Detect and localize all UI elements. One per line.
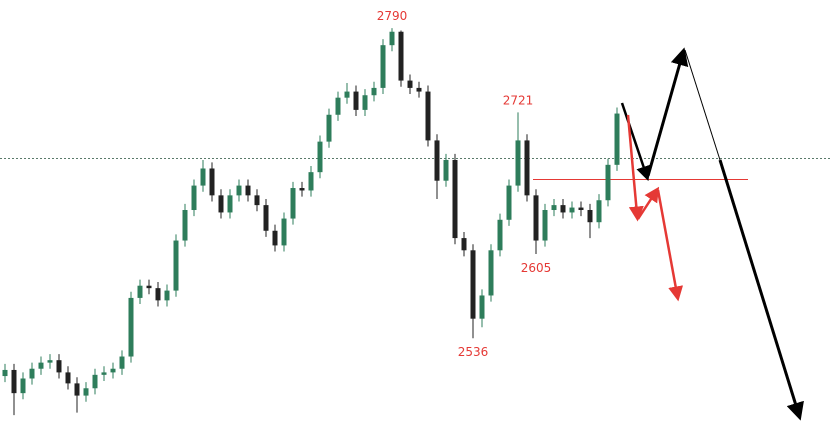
candle-body [353,91,359,110]
candle-body [254,195,260,206]
price-label: 2721 [503,93,534,107]
candle-body [389,31,395,46]
candle-body [92,374,98,389]
candle-body [335,97,341,115]
candle-body [317,141,323,173]
candle-body [344,91,350,98]
candle-body [488,250,494,296]
candle-body [299,188,305,191]
candle-body [47,360,53,363]
candle-body [119,356,125,369]
candle-body [497,219,503,251]
candle-body [614,113,620,165]
candle-body [569,207,575,213]
candle-body [326,114,332,142]
candle-body [587,210,593,223]
candle-body [407,80,413,88]
candle-body [380,45,386,88]
candle-body [362,95,368,110]
candle-body [191,185,197,211]
candle-body [245,185,251,196]
price-label: 2790 [377,9,408,23]
candle-body [65,372,71,384]
candle-body [38,362,44,369]
candle-body [434,140,440,181]
candle-body [560,205,566,213]
candle-body [137,285,143,298]
price-label: 2536 [458,345,489,359]
candle-body [164,290,170,301]
candle-body [209,168,215,196]
candle-body [542,210,548,241]
candle-body [281,218,287,246]
candle-body [605,164,611,201]
candle-body [425,91,431,141]
candle-body [2,369,8,377]
candle-body [173,240,179,291]
candle-body [578,207,584,211]
candle-body [416,87,422,92]
candle-body [110,368,116,373]
candle-body [515,140,521,186]
candle-body [596,200,602,223]
candle-body [182,210,188,241]
candle-body [452,159,458,239]
candle-body [263,205,269,231]
candle-body [128,297,134,357]
candle-body [29,368,35,379]
candle-body [398,31,404,81]
candle-body [470,250,476,319]
candle-body [200,168,206,186]
candle-body [74,383,80,396]
candle-body [443,159,449,181]
candle-body [524,140,530,196]
candle-body [227,195,233,213]
candle-body [56,360,62,373]
candle-body [479,295,485,319]
candle-body [290,188,296,219]
candle-body [218,195,224,213]
candle-body [371,87,377,96]
price-label: 2605 [521,261,552,275]
candle-body [461,238,467,251]
candle-body [533,195,539,241]
candle-body [308,172,314,191]
candle-body [551,205,557,211]
candle-body [506,185,512,220]
candle-body [11,369,17,394]
candle-body [272,230,278,246]
candle-body [155,288,161,301]
candle-body [83,388,89,396]
candle-body [146,285,152,289]
projection-arrows [620,47,804,421]
candle-body [236,185,242,196]
candle-body [101,372,107,375]
candle-body [20,378,26,394]
